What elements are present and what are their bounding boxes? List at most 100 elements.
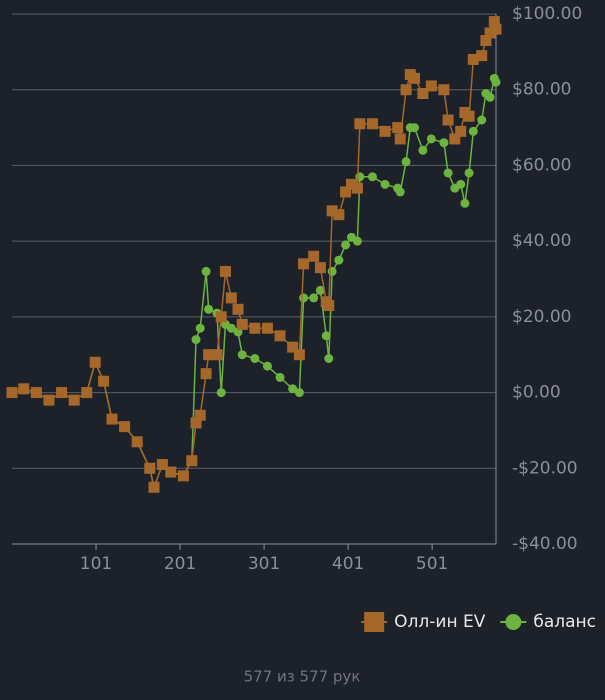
marker: [417, 88, 429, 99]
marker: [225, 292, 237, 304]
marker: [215, 311, 227, 323]
marker: [200, 368, 212, 380]
y-tick-label: $100.00: [512, 4, 582, 24]
marker: [275, 372, 285, 382]
marker: [194, 409, 206, 421]
marker: [408, 72, 420, 84]
marker: [106, 413, 118, 425]
marker: [439, 138, 449, 148]
y-tick-label: $60.00: [512, 155, 571, 175]
marker: [177, 470, 189, 482]
marker: [484, 27, 496, 39]
marker: [460, 198, 470, 208]
legend-label[interactable]: баланс: [533, 612, 596, 632]
marker: [443, 168, 453, 178]
marker: [232, 303, 244, 315]
y-tick-label: -$40.00: [512, 534, 578, 554]
marker: [274, 330, 286, 342]
marker: [392, 122, 404, 134]
marker: [426, 134, 436, 144]
marker: [468, 126, 478, 136]
marker: [249, 322, 261, 334]
marker: [367, 172, 377, 182]
marker: [380, 179, 390, 189]
marker: [308, 250, 320, 262]
marker: [324, 354, 334, 363]
marker: [43, 394, 55, 406]
marker: [400, 84, 412, 96]
y-tick-label: $0.00: [512, 383, 561, 403]
marker: [485, 92, 495, 102]
marker: [190, 417, 202, 429]
marker: [345, 178, 357, 190]
marker: [409, 123, 419, 133]
y-tick-label: $40.00: [512, 231, 571, 251]
x-tick-label: 501: [416, 554, 448, 574]
legend-marker: [505, 614, 522, 630]
marker: [201, 266, 211, 276]
marker: [315, 285, 325, 295]
marker: [81, 387, 93, 399]
marker: [131, 436, 143, 448]
marker: [288, 384, 298, 394]
legend-label[interactable]: Олл-ин EV: [394, 612, 486, 632]
marker: [30, 387, 42, 399]
marker: [438, 84, 450, 96]
marker: [321, 331, 331, 341]
marker: [186, 455, 198, 467]
marker: [326, 205, 338, 217]
marker: [488, 16, 500, 28]
marker: [464, 168, 474, 178]
marker: [261, 322, 273, 334]
legend-item[interactable]: Олл-ин EV: [361, 612, 486, 632]
marker: [314, 262, 326, 274]
marker: [216, 388, 226, 398]
marker: [294, 388, 304, 398]
y-tick-label: -$20.00: [512, 458, 578, 478]
legend-item[interactable]: баланс: [500, 612, 596, 632]
marker: [463, 110, 475, 122]
marker: [195, 323, 205, 333]
marker: [490, 23, 502, 35]
marker: [299, 293, 309, 303]
marker: [211, 349, 223, 361]
marker: [204, 304, 214, 314]
marker: [250, 354, 260, 363]
marker: [237, 350, 247, 360]
marker: [340, 186, 352, 198]
marker: [144, 462, 156, 474]
marker: [442, 114, 454, 126]
marker: [89, 356, 101, 368]
marker: [98, 375, 110, 387]
x-tick-label: 201: [164, 554, 196, 574]
marker: [309, 293, 319, 303]
marker: [236, 318, 248, 330]
marker: [467, 53, 479, 65]
marker: [287, 341, 299, 353]
marker: [119, 421, 131, 433]
marker: [352, 236, 362, 246]
marker: [156, 459, 168, 470]
marker: [477, 115, 487, 125]
marker: [379, 125, 391, 137]
series: [6, 16, 502, 493]
marker: [354, 118, 366, 130]
marker: [191, 335, 201, 345]
marker: [293, 349, 305, 361]
marker: [203, 349, 215, 361]
marker: [366, 118, 378, 130]
marker: [455, 125, 467, 137]
marker: [219, 265, 231, 277]
marker: [491, 77, 501, 87]
marker: [6, 387, 18, 399]
marker: [449, 133, 461, 145]
x-tick-label: 301: [248, 554, 280, 574]
marker: [323, 300, 335, 311]
marker: [476, 50, 488, 62]
marker: [341, 240, 351, 250]
y-tick-label: $80.00: [512, 80, 571, 100]
marker: [68, 394, 80, 406]
marker: [394, 133, 406, 145]
